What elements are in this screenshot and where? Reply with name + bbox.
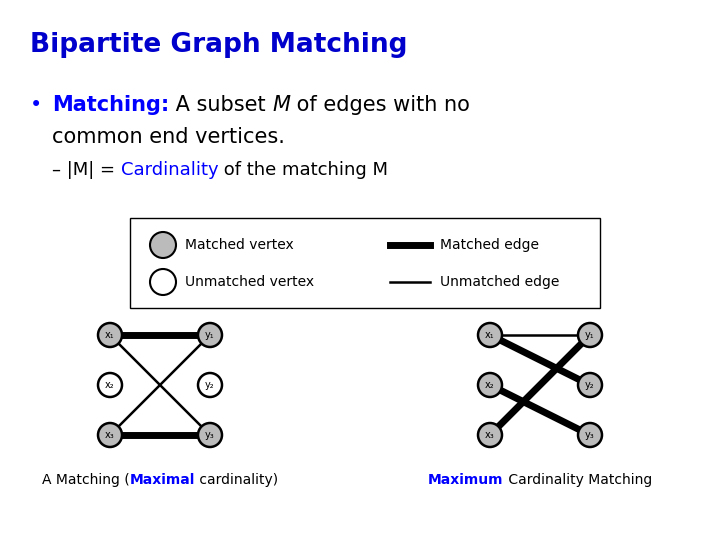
- Circle shape: [198, 423, 222, 447]
- Text: Cardinality: Cardinality: [121, 161, 218, 179]
- Circle shape: [578, 323, 602, 347]
- Text: Unmatched edge: Unmatched edge: [440, 275, 559, 289]
- Circle shape: [150, 232, 176, 258]
- Text: cardinality): cardinality): [195, 473, 278, 487]
- Text: x₂: x₂: [105, 380, 114, 390]
- Text: – |M| =: – |M| =: [52, 161, 121, 179]
- Text: Matched edge: Matched edge: [440, 238, 539, 252]
- Circle shape: [478, 373, 502, 397]
- Text: y₂: y₂: [205, 380, 215, 390]
- FancyBboxPatch shape: [130, 218, 600, 308]
- Circle shape: [478, 323, 502, 347]
- Text: Cardinality Matching: Cardinality Matching: [503, 473, 652, 487]
- Text: x₂: x₂: [485, 380, 495, 390]
- Text: x₃: x₃: [485, 430, 495, 440]
- Text: A subset: A subset: [169, 95, 272, 115]
- Circle shape: [98, 423, 122, 447]
- Text: Maximal: Maximal: [130, 473, 195, 487]
- Text: y₃: y₃: [585, 430, 595, 440]
- Text: x₁: x₁: [105, 330, 114, 340]
- Circle shape: [578, 373, 602, 397]
- Text: of the matching M: of the matching M: [218, 161, 388, 179]
- Text: y₁: y₁: [585, 330, 595, 340]
- Text: M: M: [272, 95, 290, 115]
- Text: y₃: y₃: [205, 430, 215, 440]
- Text: y₂: y₂: [585, 380, 595, 390]
- Text: y₁: y₁: [205, 330, 215, 340]
- Text: Matched vertex: Matched vertex: [185, 238, 294, 252]
- Text: x₁: x₁: [485, 330, 495, 340]
- Text: Unmatched vertex: Unmatched vertex: [185, 275, 314, 289]
- Circle shape: [478, 423, 502, 447]
- Circle shape: [578, 423, 602, 447]
- Circle shape: [98, 373, 122, 397]
- Text: •: •: [30, 95, 42, 115]
- Text: of edges with no: of edges with no: [290, 95, 470, 115]
- Text: Maximum: Maximum: [428, 473, 503, 487]
- Text: Bipartite Graph Matching: Bipartite Graph Matching: [30, 32, 408, 58]
- Text: Matching:: Matching:: [52, 95, 169, 115]
- Text: common end vertices.: common end vertices.: [52, 127, 285, 147]
- Text: A Matching (: A Matching (: [42, 473, 130, 487]
- Text: x₃: x₃: [105, 430, 115, 440]
- Circle shape: [98, 323, 122, 347]
- Circle shape: [198, 373, 222, 397]
- Circle shape: [198, 323, 222, 347]
- Circle shape: [150, 269, 176, 295]
